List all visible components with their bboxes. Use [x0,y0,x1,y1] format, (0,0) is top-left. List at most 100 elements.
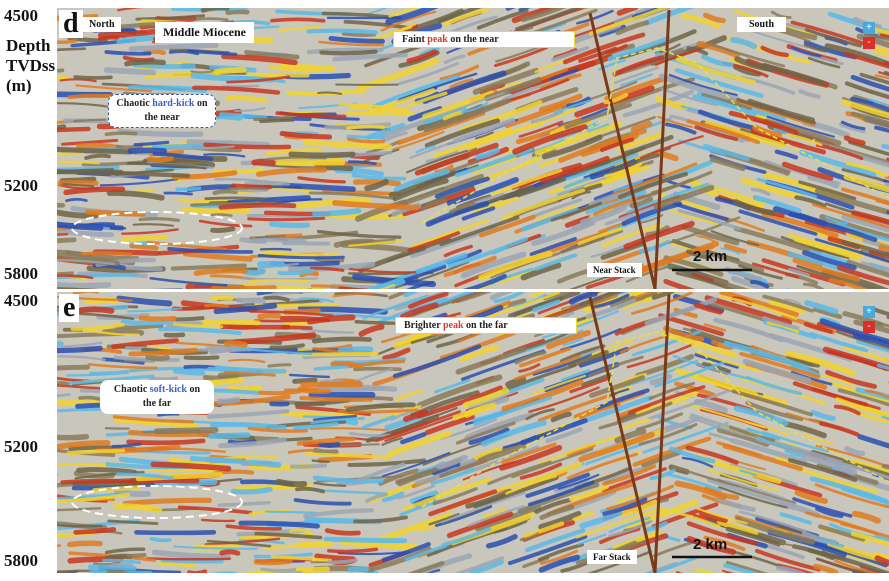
seismic-reflector [814,238,889,263]
seismic-reflector [638,423,698,446]
seismic-reflector [172,323,224,328]
callout-highlight: peak [427,34,448,45]
seismic-reflector [73,118,107,123]
seismic-reflector [76,467,138,475]
seismic-reflector [761,211,839,239]
depth-tick: 5800 [4,264,38,283]
seismic-reflector [57,209,99,219]
seismic-reflector [149,277,228,287]
seismic-reflector [738,209,818,236]
seismic-reflector [785,133,823,147]
seismic-reflector [407,561,445,573]
seismic-reflector [814,188,889,216]
seismic-reflector [434,504,493,527]
seismic-reflector [523,521,565,539]
seismic-reflector [540,549,579,565]
seismic-reflector [724,479,786,500]
seismic-reflector [348,359,406,369]
seismic-reflector [385,237,452,263]
seismic-reflector [311,336,372,344]
callout: Brighter peak on the far [395,317,577,334]
seismic-reflector [474,147,501,160]
seismic-reflector [306,28,378,35]
seismic-reflector [425,149,459,164]
seismic-reflector [210,226,236,233]
seismic-reflector [874,125,889,133]
seismic-reflector [63,186,126,196]
seismic-reflector [212,189,238,196]
seismic-reflector [446,511,514,539]
seismic-reflector [293,421,339,430]
seismic-reflector [805,28,862,48]
seismic-reflector [719,292,799,318]
seismic-reflector [57,433,90,441]
seismic-reflector [310,284,363,289]
legend-plus: + [863,22,875,34]
seismic-reflector [111,442,142,448]
seismic-reflector [844,446,866,457]
seismic-reflector [344,111,410,117]
seismic-reflector [314,311,402,321]
seismic-reflector [270,555,332,562]
seismic-reflector [67,35,108,43]
seismic-reflector [297,305,388,315]
seismic-reflector [538,435,620,466]
seismic-reflector [439,64,480,81]
seismic-reflector [57,272,138,280]
seismic-reflector [403,264,447,283]
seismic-reflector [57,258,116,266]
seismic-reflector [200,8,230,13]
seismic-reflector [532,374,587,396]
seismic-reflector [518,120,564,138]
seismic-reflector [736,97,816,125]
seismic-reflector [189,456,244,464]
seismic-reflector [585,298,637,319]
seismic-reflector [675,271,736,289]
seismic-reflector [431,461,461,476]
seismic-reflector [605,484,674,511]
seismic-reflector [217,501,272,507]
seismic-reflector [577,533,607,546]
seismic-reflector [174,316,205,322]
y-axis-title-line: TVDss [6,56,56,75]
seismic-reflector [213,303,278,315]
seismic-reflector [264,510,317,514]
seismic-reflector [725,526,781,547]
seismic-reflector [365,492,388,503]
seismic-reflector [546,329,591,350]
callout-text: Brighter [404,320,443,331]
seismic-reflector [388,292,411,300]
seismic-reflector [423,98,511,133]
seismic-reflector [204,303,230,308]
seismic-reflector [371,278,406,289]
seismic-reflector [167,246,254,254]
seismic-reflector [422,90,495,119]
seismic-reflector [107,519,159,525]
seismic-reflector [850,531,889,547]
seismic-reflector [819,318,889,345]
seismic-reflector [187,569,208,573]
seismic-reflector [841,187,889,205]
seismic-reflector [222,84,260,88]
seismic-reflector [225,9,250,15]
seismic-reflector [66,448,126,456]
seismic-reflector [608,516,651,534]
seismic-reflector [783,298,802,306]
seismic-reflector [177,505,253,515]
seismic-reflector [681,456,714,468]
seismic-reflector [813,563,839,573]
seismic-reflector [696,234,715,242]
seismic-reflector [406,49,438,64]
seismic-reflector [576,9,614,25]
seismic-reflector [153,427,219,435]
seismic-reflector [348,431,391,438]
seismic-reflector [397,61,460,86]
seismic-reflector [170,263,247,271]
seismic-reflector [812,306,843,320]
seismic-reflector [200,518,236,523]
seismic-reflector [57,364,91,371]
seismic-reflector [598,24,627,38]
seismic-reflector [415,252,468,275]
seismic-reflector [392,130,445,151]
seismic-reflector [752,195,802,214]
